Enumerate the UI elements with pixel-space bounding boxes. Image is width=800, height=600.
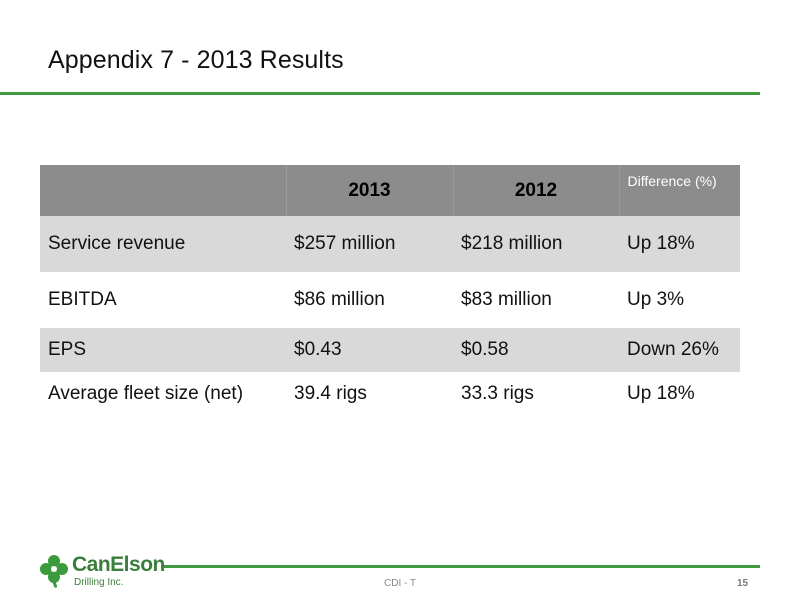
- value-2012: 33.3 rigs: [461, 383, 534, 404]
- value-2013: 39.4 rigs: [294, 383, 367, 404]
- header-2013: 2013: [285, 165, 453, 216]
- table-row: Service revenue $257 million $218 millio…: [40, 216, 740, 272]
- header-blank: [40, 165, 286, 216]
- table-header-row: 2013 2012 Difference (%): [40, 165, 740, 216]
- value-2012: $218 million: [453, 216, 619, 272]
- value-2012: $83 million: [461, 289, 552, 310]
- page-number: 15: [737, 578, 749, 589]
- value-difference: Down 26%: [619, 328, 740, 372]
- row-label: Service revenue: [40, 216, 286, 272]
- footer-ticker: CDI - T: [384, 578, 417, 589]
- value-2013: $86 million: [294, 289, 385, 310]
- value-2013: $0.43: [286, 328, 453, 372]
- value-difference: Up 18%: [619, 216, 740, 272]
- logo-subtitle: Drilling Inc.: [74, 577, 124, 588]
- title-divider: [0, 92, 760, 95]
- header-2012: 2012: [452, 165, 619, 216]
- value-2012: $0.58: [453, 328, 619, 372]
- page-title: Appendix 7 - 2013 Results: [48, 46, 344, 74]
- row-label: EPS: [40, 328, 286, 372]
- table-row: EBITDA $86 million $83 million Up 3%: [40, 272, 740, 328]
- results-table: 2013 2012 Difference (%) Service revenue…: [40, 165, 740, 416]
- row-label: Average fleet size (net): [48, 383, 244, 404]
- value-difference: Up 3%: [627, 289, 685, 310]
- value-difference: Up 18%: [627, 383, 695, 404]
- logo-name: CanElson: [72, 553, 165, 576]
- value-2013: $257 million: [286, 216, 453, 272]
- row-label: EBITDA: [48, 289, 117, 310]
- footer-divider: [162, 565, 760, 568]
- header-difference: Difference (%): [618, 165, 740, 216]
- table-row: Average fleet size (net) 39.4 rigs 33.3 …: [40, 372, 740, 416]
- clover-leaf-icon: [40, 555, 68, 588]
- table-row: EPS $0.43 $0.58 Down 26%: [40, 328, 740, 372]
